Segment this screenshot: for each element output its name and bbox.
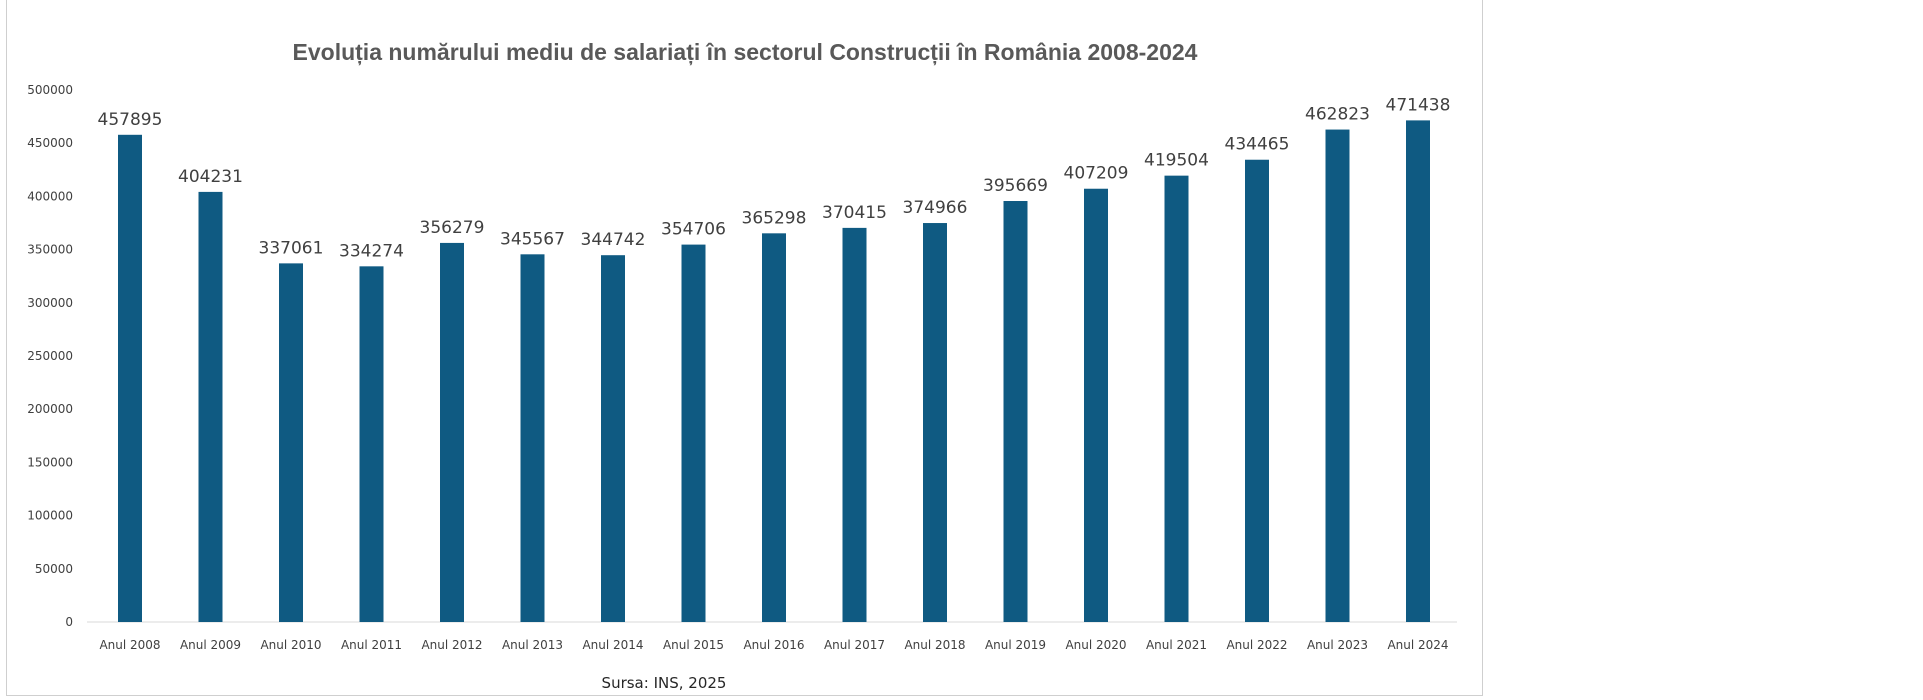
x-tick-label: Anul 2015 <box>663 638 724 652</box>
x-tick-label: Anul 2013 <box>502 638 563 652</box>
x-tick-label: Anul 2021 <box>1146 638 1207 652</box>
data-label: 395669 <box>983 176 1048 196</box>
data-label: 462823 <box>1305 105 1370 125</box>
data-label: 344742 <box>581 230 646 250</box>
y-tick-label: 0 <box>65 615 73 629</box>
chart-title: Evoluția numărului mediu de salariați în… <box>293 39 1198 66</box>
bar <box>440 242 464 623</box>
x-tick-label: Anul 2024 <box>1387 638 1448 652</box>
x-tick-label: Anul 2020 <box>1065 638 1126 652</box>
x-tick-label: Anul 2010 <box>260 638 321 652</box>
y-tick-label: 350000 <box>27 243 73 257</box>
x-tick-label: Anul 2019 <box>985 638 1046 652</box>
bar <box>1406 120 1430 623</box>
source-note: Sursa: INS, 2025 <box>602 674 727 692</box>
bar <box>601 255 625 622</box>
bar <box>1164 175 1189 622</box>
bar <box>1084 188 1108 623</box>
y-tick-label: 400000 <box>27 189 73 203</box>
data-label: 404231 <box>178 167 243 187</box>
y-tick-label: 450000 <box>27 136 73 150</box>
bar <box>279 263 303 622</box>
y-tick-label: 200000 <box>27 402 73 416</box>
bar <box>842 227 867 623</box>
data-label: 354706 <box>661 220 726 240</box>
data-label: 337061 <box>259 238 324 258</box>
bar <box>118 134 142 622</box>
x-tick-label: Anul 2009 <box>180 638 241 652</box>
y-tick-label: 500000 <box>27 83 73 97</box>
bar-chart: Evoluția numărului mediu de salariați în… <box>27 39 1457 692</box>
bar <box>1325 129 1350 622</box>
bar <box>762 233 786 622</box>
chart-frame: Evoluția numărului mediu de salariați în… <box>6 0 1483 696</box>
x-axis-ticks: Anul 2008 Anul 2009 Anul 2010 Anul 2011 Anul… <box>99 638 1448 652</box>
x-tick-label: Anul 2018 <box>904 638 965 652</box>
x-tick-label: Anul 2014 <box>582 638 643 652</box>
y-tick-label: 250000 <box>27 349 73 363</box>
y-axis-ticks: 0 50000 100000 150000 200000 250000 300000 3500… <box>27 83 73 629</box>
x-tick-label: Anul 2012 <box>421 638 482 652</box>
x-tick-label: Anul 2017 <box>824 638 885 652</box>
bar <box>520 254 545 622</box>
x-tick-label: Anul 2016 <box>743 638 804 652</box>
bar <box>923 223 947 622</box>
x-tick-label: Anul 2011 <box>341 638 402 652</box>
bar <box>359 266 384 622</box>
x-tick-label: Anul 2008 <box>99 638 160 652</box>
data-label: 471438 <box>1386 95 1451 115</box>
data-label: 334274 <box>339 241 404 261</box>
data-label: 419504 <box>1144 151 1209 171</box>
data-label: 365298 <box>742 208 807 228</box>
bar <box>198 191 223 623</box>
data-label: 407209 <box>1064 164 1129 184</box>
bar <box>1245 159 1269 622</box>
y-tick-label: 50000 <box>35 562 73 576</box>
bar <box>1003 201 1028 622</box>
data-label: 457895 <box>98 110 163 130</box>
data-label: 345567 <box>500 229 565 249</box>
data-label: 374966 <box>903 198 968 218</box>
data-label: 434465 <box>1225 135 1290 155</box>
data-label: 356279 <box>420 218 485 238</box>
y-tick-label: 300000 <box>27 296 73 310</box>
x-tick-label: Anul 2022 <box>1226 638 1287 652</box>
y-tick-label: 150000 <box>27 455 73 469</box>
bar <box>681 244 706 622</box>
y-tick-label: 100000 <box>27 509 73 523</box>
x-tick-label: Anul 2023 <box>1307 638 1368 652</box>
data-labels: 457895 404231 337061 334274 356279 345567 3447… <box>98 95 1451 261</box>
bars <box>118 120 1430 623</box>
data-label: 370415 <box>822 203 887 223</box>
